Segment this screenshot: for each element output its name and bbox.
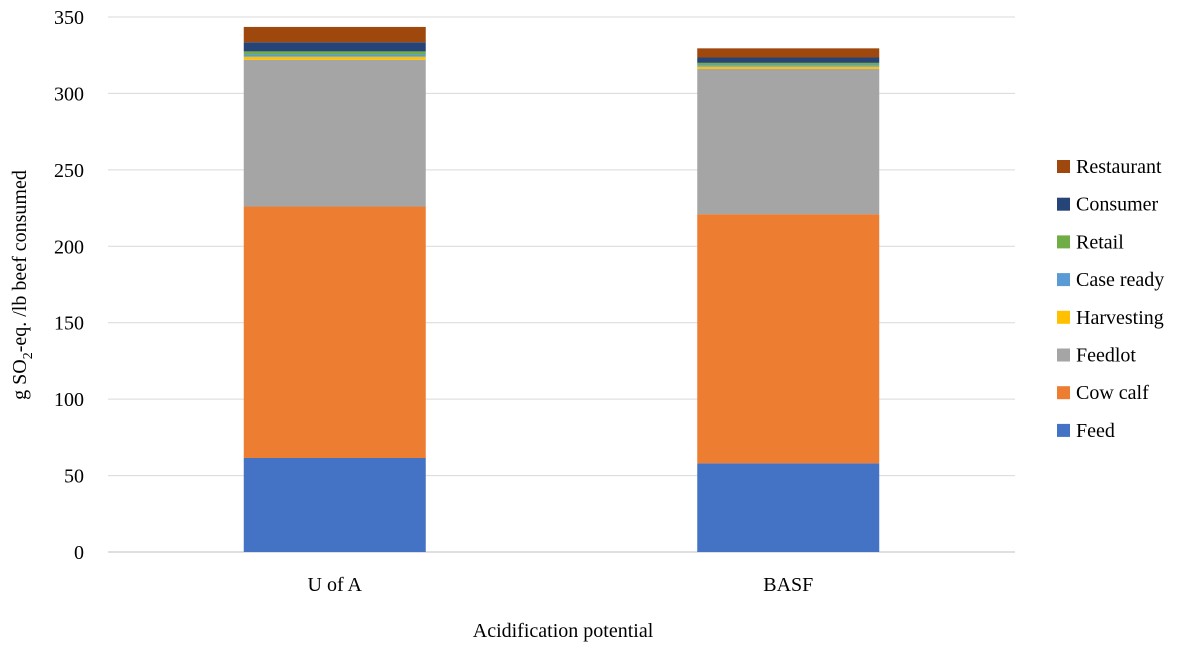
legend-item: Feed (1057, 420, 1115, 442)
bar-segment-harvesting (697, 66, 880, 69)
bars (243, 26, 880, 552)
bar-segment-retail (243, 51, 426, 55)
legend-label: Feedlot (1076, 345, 1136, 367)
bar-segment-feed (697, 463, 880, 552)
x-axis-title: Acidification potential (473, 620, 654, 642)
legend-item: Case ready (1057, 269, 1164, 291)
y-tick-label: 50 (64, 466, 84, 488)
bar-segment-feed (243, 457, 426, 552)
y-tick-labels: 0 50 100 150 200 250 300 350 (54, 7, 84, 564)
legend-item: Cow calf (1057, 382, 1149, 404)
bar-segment-cow-calf (697, 214, 880, 464)
bar-segment-cow-calf (243, 206, 426, 458)
bar-segment-harvesting (243, 56, 426, 60)
x-tick-label: BASF (763, 574, 813, 596)
bar-segment-consumer (243, 42, 426, 52)
legend-label: Restaurant (1076, 156, 1162, 178)
legend-label: Case ready (1076, 269, 1164, 291)
y-axis-title-subscript: 2 (21, 352, 36, 359)
y-tick-label: 200 (54, 236, 84, 258)
y-axis-title-part-1: g SO (9, 359, 31, 400)
legend-item: Retail (1057, 231, 1124, 253)
bar-segment-restaurant (243, 26, 426, 43)
bar-segment-feedlot (697, 68, 880, 215)
y-axis-title: g SO2-eq. /lb beef consumed (9, 170, 36, 400)
bar-segment-case-ready (243, 54, 426, 57)
legend-label: Cow calf (1076, 382, 1149, 404)
y-tick-label: 300 (54, 83, 84, 105)
bar-segment-feedlot (243, 59, 426, 207)
bar-segment-retail (697, 62, 880, 66)
legend-label: Consumer (1076, 194, 1159, 216)
y-tick-label: 100 (54, 389, 84, 411)
x-tick-labels: U of A BASF (308, 574, 814, 596)
bar-segment-restaurant (697, 48, 880, 58)
legend-swatch (1057, 348, 1070, 362)
y-tick-label: 350 (54, 7, 84, 29)
bar-segment-case-ready (697, 65, 880, 67)
y-tick-label: 150 (54, 313, 84, 335)
x-tick-label: U of A (308, 574, 363, 596)
legend-swatch (1057, 160, 1070, 173)
legend-label: Feed (1076, 420, 1115, 442)
legend-swatch (1057, 423, 1070, 437)
y-tick-label: 250 (54, 160, 84, 182)
legend-swatch (1057, 197, 1070, 211)
legend-swatch (1057, 235, 1070, 249)
legend-swatch (1057, 310, 1070, 324)
legend-swatch (1057, 386, 1070, 400)
legend-item: Restaurant (1057, 156, 1162, 178)
bar-segment-consumer (697, 57, 880, 63)
y-axis-title-part-2: -eq. /lb beef consumed (9, 170, 31, 352)
legend-item: Consumer (1057, 194, 1159, 216)
legend-item: Harvesting (1057, 307, 1164, 329)
y-tick-label: 0 (74, 542, 84, 564)
legend-label: Harvesting (1076, 307, 1164, 329)
legend-swatch (1057, 273, 1070, 287)
legend: Restaurant Consumer Retail Case ready Harves… (1057, 156, 1164, 442)
legend-item: Feedlot (1057, 345, 1136, 367)
legend-label: Retail (1076, 231, 1124, 253)
